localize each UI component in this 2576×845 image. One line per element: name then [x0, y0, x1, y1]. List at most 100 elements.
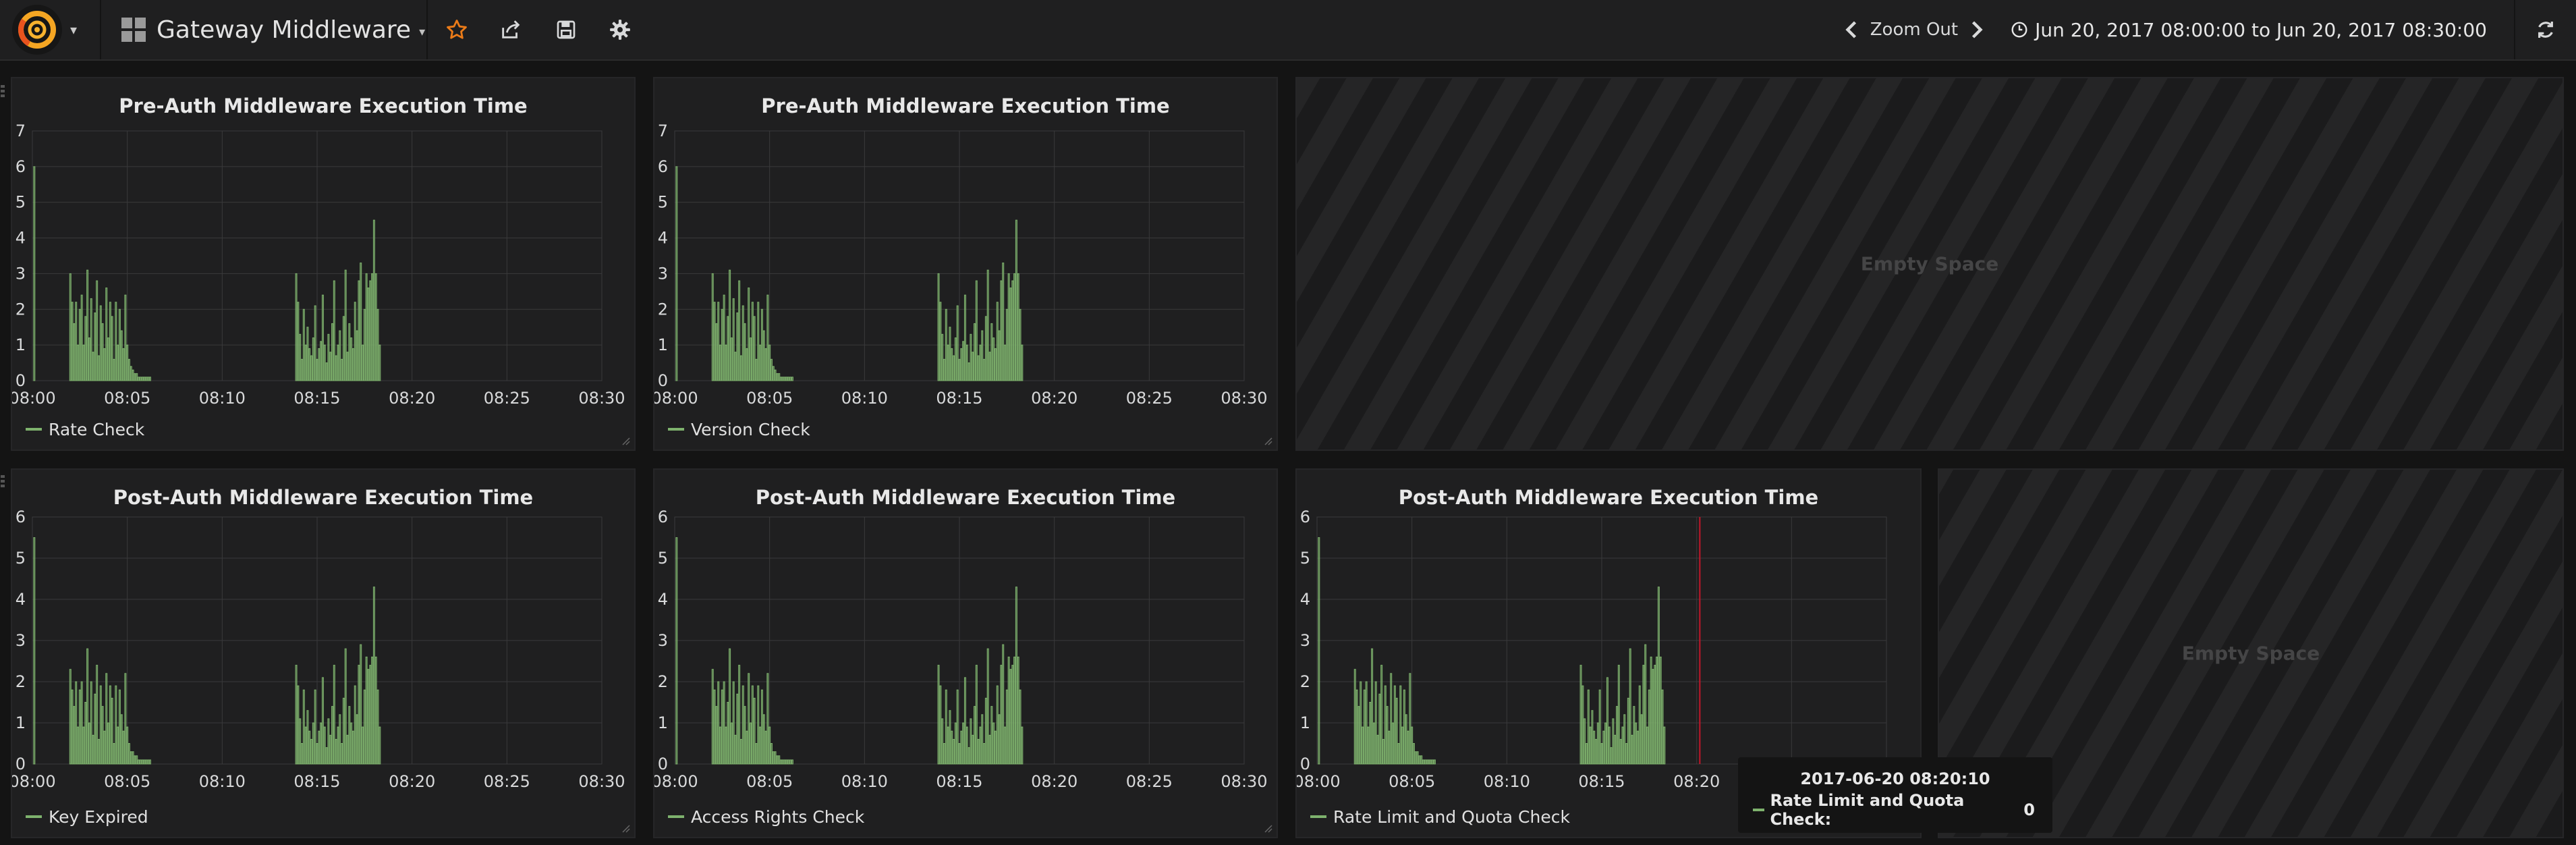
data-bar [992, 337, 995, 381]
legend-label[interactable]: Rate Limit and Quota Check [1333, 807, 1570, 827]
x-tick-label: 08:10 [841, 772, 888, 791]
time-range-label[interactable]: Jun 20, 2017 08:00:00 to Jun 20, 2017 08… [2035, 18, 2487, 41]
divider [100, 0, 101, 59]
legend-label[interactable]: Rate Check [49, 419, 145, 439]
data-bar [960, 348, 963, 381]
data-bar [1416, 751, 1419, 765]
data-bar [947, 344, 949, 381]
data-bar [1579, 665, 1582, 765]
panel-title[interactable]: Pre-Auth Middleware Execution Time [119, 94, 528, 117]
data-bar [374, 273, 377, 381]
row-drag-handle[interactable] [0, 475, 6, 494]
graph-tooltip: 2017-06-20 08:20:10 Rate Limit and Quota… [1738, 757, 2052, 833]
x-tick-label: 08:05 [746, 389, 793, 408]
data-bar [117, 726, 119, 765]
data-bar [984, 697, 987, 765]
graph-panel-key-expired[interactable]: Post-Auth Middleware Execution Time 0 1 2 3… [11, 468, 636, 838]
data-bar [356, 330, 358, 381]
data-bar [994, 348, 997, 381]
data-bar [1395, 697, 1398, 765]
legend-item[interactable]: Version Check [668, 418, 810, 440]
data-bar [148, 759, 151, 765]
dashboard-settings-button[interactable] [603, 13, 637, 46]
clock-icon [2011, 22, 2027, 38]
data-bar [318, 730, 320, 765]
data-bar [365, 656, 368, 765]
data-bar [730, 337, 733, 381]
data-bar [321, 294, 324, 381]
data-bar [1021, 344, 1024, 381]
zoom-out-button[interactable]: Zoom Out [1870, 20, 1959, 40]
graph-panel-rate-limit-quota-check[interactable]: Post-Auth Middleware Execution Time 0 1 2 3… [1295, 468, 1922, 838]
data-bar [1388, 730, 1391, 765]
panel-resize-icon[interactable] [621, 436, 630, 445]
data-bar [941, 333, 944, 381]
divider [426, 0, 428, 59]
y-tick-label: 4 [658, 229, 668, 248]
panel-title[interactable]: Post-Auth Middleware Execution Time [755, 486, 1176, 509]
legend-item[interactable]: Key Expired [26, 806, 148, 827]
legend-item[interactable]: Rate Check [26, 418, 144, 440]
gear-icon [610, 20, 630, 40]
data-bar [69, 273, 72, 381]
data-bar [138, 759, 140, 765]
data-bar [1372, 722, 1375, 765]
data-bar [1591, 710, 1594, 765]
graph-panel-access-rights-check[interactable]: Post-Auth Middleware Execution Time 0 1 2 3… [653, 468, 1278, 838]
data-bar [1399, 685, 1402, 765]
share-dashboard-button[interactable] [494, 13, 528, 46]
save-dashboard-button[interactable] [549, 13, 583, 46]
data-bar [75, 302, 78, 381]
row-drag-handle[interactable] [0, 85, 6, 104]
data-bar [968, 362, 970, 381]
data-bar [759, 344, 762, 381]
data-bar [963, 677, 966, 765]
data-bar [1433, 759, 1436, 765]
time-range-picker[interactable]: Jun 20, 2017 08:00:00 to Jun 20, 2017 08… [1990, 19, 2514, 41]
panel-title[interactable]: Post-Auth Middleware Execution Time [113, 486, 534, 509]
data-bar [302, 308, 305, 381]
data-bar [783, 759, 786, 765]
panel-resize-icon[interactable] [1263, 823, 1272, 833]
data-bar [744, 706, 746, 765]
graph-plot[interactable]: 0 1 2 3 4 5 6 08:00 08:05 08:10 08:15 08:20 08:25 08:… [654, 470, 1279, 840]
data-bar [1409, 673, 1411, 765]
data-bar [1598, 689, 1601, 765]
panel-resize-icon[interactable] [1263, 436, 1272, 445]
dashboard-title[interactable]: Gateway Middleware [157, 16, 412, 44]
refresh-button[interactable] [2514, 0, 2576, 59]
time-shift-back-button[interactable] [1838, 13, 1865, 46]
data-bar [781, 759, 784, 765]
data-bar [753, 316, 756, 381]
legend-label[interactable]: Version Check [691, 419, 810, 439]
graph-panel-version-check[interactable]: Pre-Auth Middleware Execution Time 0 1 2 3 4… [653, 77, 1278, 451]
data-bar [369, 280, 372, 381]
graph-plot[interactable]: 0 1 2 3 4 5 6 08:00 08:05 08:10 08:15 08:20 08:25 08:… [12, 470, 637, 840]
graph-panel-rate-check[interactable]: Pre-Auth Middleware Execution Time 0 1 2 3 4… [11, 77, 636, 451]
grafana-logo-icon[interactable] [12, 5, 62, 55]
caret-down-icon[interactable]: ▾ [419, 24, 426, 39]
star-dashboard-button[interactable] [440, 13, 474, 46]
legend-label[interactable]: Key Expired [49, 807, 148, 827]
panel-resize-icon[interactable] [621, 823, 630, 833]
data-bar [1430, 759, 1432, 765]
data-bar [1614, 734, 1617, 765]
data-bar [306, 327, 309, 381]
legend-label[interactable]: Access Rights Check [691, 807, 865, 827]
data-bar [746, 348, 748, 381]
data-bar [727, 316, 729, 381]
dashboard-picker[interactable]: Gateway Middleware ▾ [121, 12, 425, 47]
data-bar [1365, 681, 1368, 765]
legend-item[interactable]: Access Rights Check [668, 806, 864, 827]
caret-down-icon[interactable]: ▾ [70, 22, 78, 38]
legend-item[interactable]: Rate Limit and Quota Check [1310, 806, 1570, 827]
time-shift-forward-button[interactable] [1963, 13, 1990, 46]
graph-plot[interactable]: 0 1 2 3 4 5 6 7 08:00 08:05 08:10 08:15 08:20 08:25 08… [12, 78, 637, 452]
data-bar [1015, 587, 1017, 765]
grafana-menu[interactable]: ▾ [12, 4, 86, 55]
panel-title[interactable]: Pre-Auth Middleware Execution Time [761, 94, 1170, 117]
graph-plot[interactable]: 0 1 2 3 4 5 6 7 08:00 08:05 08:10 08:15 08:20 08:25 08… [654, 78, 1279, 452]
data-bar [1616, 706, 1619, 765]
panel-title[interactable]: Post-Auth Middleware Execution Time [1398, 486, 1819, 509]
data-bar [1619, 738, 1622, 765]
